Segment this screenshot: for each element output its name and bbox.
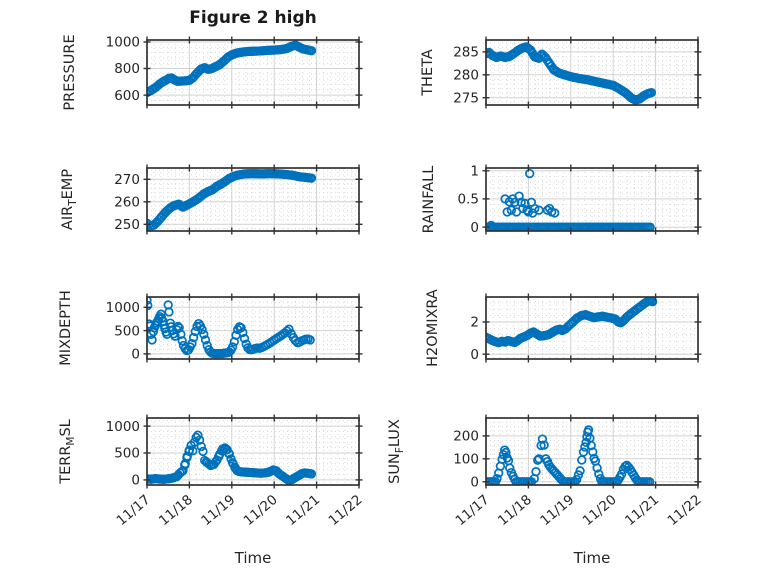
axes-box — [146, 39, 360, 106]
x-tick-label: 11/19 — [198, 492, 238, 529]
subplot-terr-msl: 0 500 1000 11/17 11/18 11/19 11/20 11/21 11/22 TE… — [58, 414, 366, 529]
data-series-pressure — [147, 40, 317, 98]
figure-title: Figure 2 high — [189, 8, 317, 28]
y-axis-label-mixdepth: MIXDEPTH — [58, 290, 74, 366]
y-tick-label: 0 — [131, 347, 140, 363]
xlabel-time-left: Time — [234, 549, 272, 567]
axes-box — [146, 417, 360, 486]
x-tick-label: 11/18 — [495, 492, 535, 529]
tick-marks — [143, 36, 363, 109]
y-tick-label: 500 — [114, 323, 140, 339]
y-tick-label: 260 — [114, 195, 140, 211]
axes-box — [485, 39, 699, 106]
x-tick-label: 11/17 — [113, 492, 153, 529]
y-tick-label: 1000 — [106, 419, 140, 435]
y-tick-label: 0 — [470, 347, 479, 363]
subplot-air-temp: 250 260 270 AIRTEMP — [60, 164, 363, 235]
y-tick-label: 0 — [470, 220, 479, 236]
tick-marks — [143, 164, 363, 235]
y-tick-label: 250 — [114, 217, 140, 233]
y-tick-label: 285 — [453, 45, 479, 61]
xlabel-time-right: Time — [573, 549, 611, 567]
y-axis-label-rainfall: RAINFALL — [421, 166, 437, 234]
major-grid — [147, 168, 359, 231]
y-axis-label-sun-flux: SUNFLUX — [387, 419, 406, 484]
minor-grid — [486, 297, 698, 359]
x-tick-label: 11/17 — [452, 492, 492, 529]
y-axis-label-pressure: PRESSURE — [62, 34, 78, 110]
data-series-terr-msl — [147, 430, 317, 485]
y-tick-label: 800 — [114, 61, 140, 77]
y-tick-label: 0 — [470, 475, 479, 491]
x-tick-label: 11/20 — [580, 492, 620, 529]
subplot-pressure: 600 800 1000 PRESSURE — [62, 34, 363, 111]
data-series-sun-flux — [486, 425, 655, 485]
tick-marks — [143, 293, 363, 363]
y-tick-label: 2 — [470, 315, 479, 331]
data-series-theta — [486, 42, 657, 105]
y-tick-label: 500 — [114, 446, 140, 462]
minor-grid — [147, 418, 359, 485]
axes-box — [485, 296, 699, 360]
minor-grid — [486, 418, 698, 485]
x-tick-label: 11/19 — [537, 492, 577, 529]
tick-marks — [482, 293, 702, 363]
y-tick-label: 1000 — [106, 300, 140, 316]
tick-marks — [482, 414, 702, 489]
subplot-h2omixra: 0 2 H2OMIXRA — [425, 289, 702, 367]
axes-box — [146, 296, 360, 360]
y-axis-label-h2omixra: H2OMIXRA — [425, 289, 441, 367]
x-tick-label: 11/22 — [664, 492, 704, 529]
data-series-air-temp — [147, 168, 317, 231]
tick-marks — [482, 36, 702, 109]
y-tick-label: 200 — [453, 429, 479, 445]
minor-grid — [486, 168, 698, 231]
subplot-mixdepth: 0 500 1000 MIXDEPTH — [58, 290, 363, 366]
x-tick-label: 11/20 — [241, 492, 281, 529]
major-grid — [486, 297, 698, 359]
y-tick-label: 0.5 — [458, 192, 479, 208]
y-tick-label: 280 — [453, 68, 479, 84]
data-series-h2omixra — [486, 297, 658, 348]
subplot-rainfall: 0 0.5 1 RAINFALL — [421, 164, 702, 236]
tick-marks — [143, 414, 363, 489]
subplot-theta: 275 280 285 THETA — [420, 36, 702, 109]
data-series-mixdepth — [147, 297, 315, 359]
y-tick-label: 600 — [114, 88, 140, 104]
y-axis-label-theta: THETA — [420, 49, 436, 97]
y-tick-label: 100 — [453, 452, 479, 468]
minor-grid — [486, 40, 698, 105]
y-axis-label-terr-msl: TERRMSL — [58, 419, 77, 485]
x-tick-label: 11/21 — [622, 492, 662, 529]
y-tick-label: 275 — [453, 90, 479, 106]
y-tick-label: 1 — [470, 164, 479, 180]
y-tick-label: 0 — [131, 473, 140, 489]
x-tick-label: 11/21 — [283, 492, 323, 529]
axes-box — [485, 417, 699, 486]
x-tick-label: 11/18 — [156, 492, 196, 529]
subplot-sun-flux: 0 100 200 11/17 11/18 11/19 11/20 11/21 11/22 SUN… — [387, 414, 705, 529]
y-axis-label-air-temp: AIRTEMP — [60, 169, 79, 230]
y-tick-label: 270 — [114, 172, 140, 188]
tick-marks — [482, 164, 702, 235]
axes-box — [146, 167, 360, 232]
x-tick-label: 11/22 — [325, 492, 365, 529]
y-tick-label: 1000 — [106, 35, 140, 51]
